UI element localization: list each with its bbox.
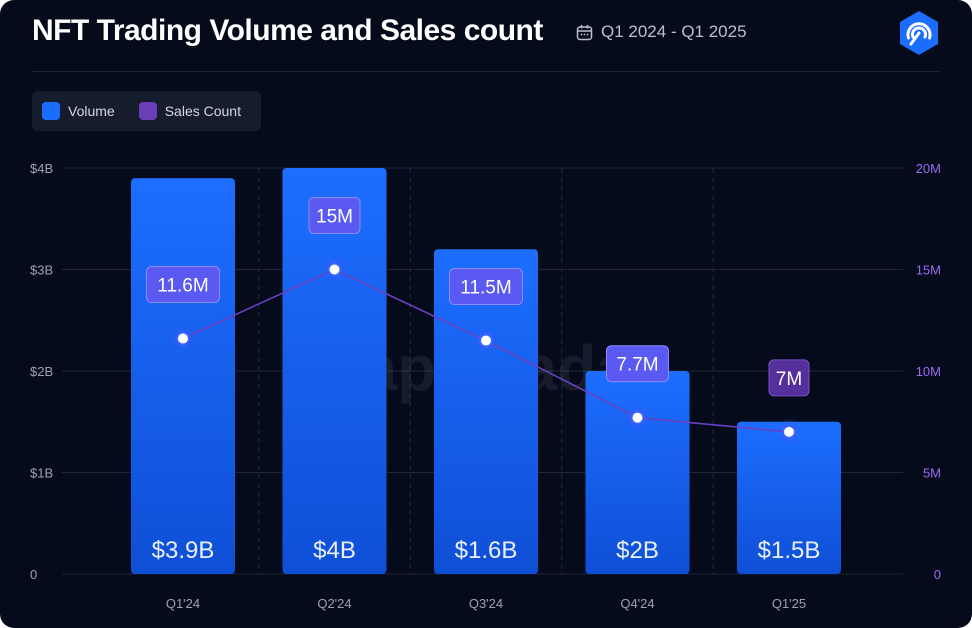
y-right-tick-label: 5M	[923, 466, 941, 481]
legend-item-sales-count[interactable]: Sales Count	[138, 102, 241, 120]
sales-point	[479, 333, 493, 348]
dappradar-logo-icon	[900, 11, 938, 55]
sales-value-label: 11.5M	[460, 278, 511, 299]
sales-value-label: 7M	[776, 369, 802, 390]
bar-value-label: $3.9B	[152, 537, 215, 564]
y-left-tick-label: 0	[30, 567, 37, 582]
y-right-tick-label: 20M	[916, 161, 941, 176]
calendar-icon	[576, 24, 593, 40]
y-right-tick-label: 15M	[916, 263, 941, 278]
sales-point	[782, 424, 796, 439]
sales-label-box	[308, 197, 361, 234]
legend-item-volume[interactable]: Volume	[42, 102, 115, 120]
sales-point	[327, 262, 342, 277]
y-left-tick-label: $4B	[30, 161, 53, 176]
legend-swatch-volume	[42, 102, 60, 120]
y-right-tick-label: 10M	[916, 364, 941, 379]
bar-value-label: $1.6B	[455, 537, 518, 564]
sales-value-label: 7.7M	[616, 355, 658, 376]
y-left-tick-label: $1B	[30, 466, 53, 481]
sales-label-box	[768, 359, 810, 397]
bar-volume	[585, 371, 690, 574]
date-range-label: Q1 2024 - Q1 2025	[601, 22, 747, 41]
sales-label-box	[146, 266, 220, 304]
y-right-tick-label: 0	[934, 567, 941, 582]
header-divider	[32, 71, 940, 72]
sales-point	[630, 410, 645, 425]
x-tick-label: Q3'24	[469, 596, 503, 611]
page-title: NFT Trading Volume and Sales count	[32, 14, 543, 47]
sales-label-box	[606, 345, 669, 383]
sales-value-label: 15M	[316, 207, 353, 228]
bar-value-label: $2B	[616, 537, 659, 564]
legend-label-sales-count: Sales Count	[164, 103, 241, 119]
x-tick-label: Q4'24	[620, 596, 654, 611]
sales-label-box	[449, 268, 523, 306]
bar-volume	[737, 421, 841, 574]
y-left-tick-label: $3B	[30, 263, 53, 278]
bar-volume	[131, 178, 235, 574]
x-tick-label: Q1'24	[166, 596, 200, 611]
sales-value-label: 11.6M	[157, 276, 208, 297]
bar-volume	[434, 249, 538, 574]
sales-point	[176, 331, 190, 346]
bar-volume	[282, 168, 387, 574]
y-left-tick-label: $2B	[30, 364, 53, 379]
chart-legend: Volume Sales Count	[32, 91, 261, 131]
legend-swatch-sales-count	[138, 102, 157, 120]
bar-value-label: $1.5B	[758, 537, 821, 564]
x-tick-label: Q1'25	[772, 596, 806, 611]
bar-value-label: $4B	[313, 537, 356, 564]
date-range[interactable]: Q1 2024 - Q1 2025	[576, 22, 747, 42]
legend-label-volume: Volume	[68, 103, 115, 119]
x-tick-label: Q2'24	[317, 596, 351, 611]
